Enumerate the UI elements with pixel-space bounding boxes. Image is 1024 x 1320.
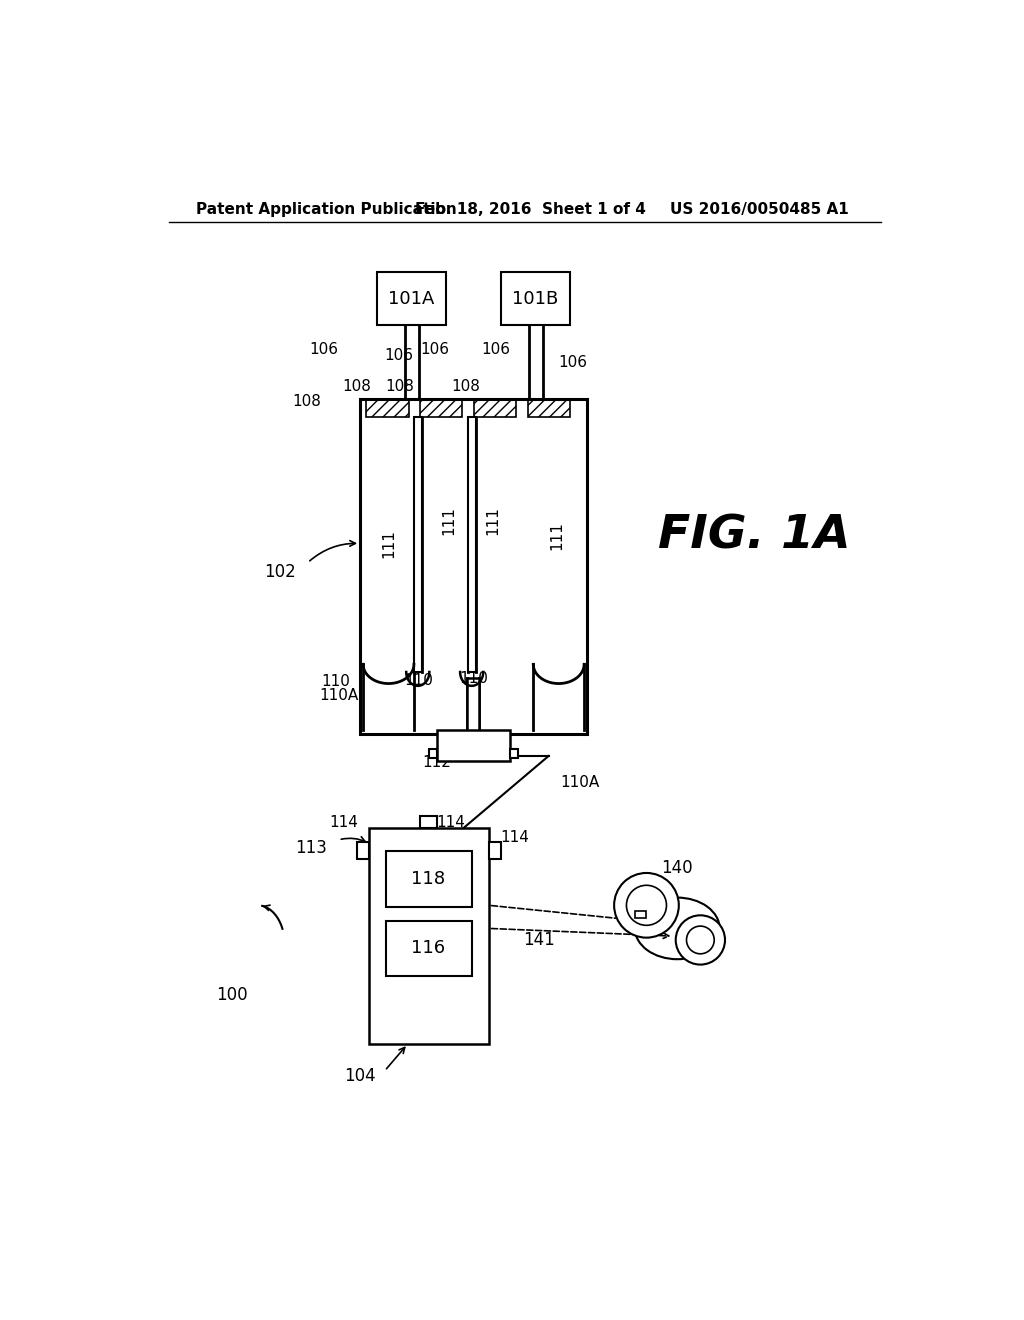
Bar bbox=[360, 399, 587, 734]
Text: Feb. 18, 2016  Sheet 1 of 4: Feb. 18, 2016 Sheet 1 of 4 bbox=[416, 202, 646, 218]
Text: 101A: 101A bbox=[388, 289, 435, 308]
Text: 110A: 110A bbox=[560, 775, 599, 791]
Text: 118: 118 bbox=[412, 870, 445, 888]
Text: 113: 113 bbox=[295, 838, 327, 857]
Text: FIG. 1A: FIG. 1A bbox=[658, 513, 851, 558]
Bar bbox=[420, 399, 463, 417]
Text: 104: 104 bbox=[344, 1068, 376, 1085]
Circle shape bbox=[627, 886, 667, 925]
Circle shape bbox=[614, 873, 679, 937]
Bar bbox=[429, 748, 437, 758]
Text: 101B: 101B bbox=[512, 289, 559, 308]
Text: Patent Application Publication: Patent Application Publication bbox=[196, 202, 457, 218]
Bar bbox=[510, 748, 518, 758]
Text: 111: 111 bbox=[382, 529, 396, 558]
Bar bbox=[414, 417, 422, 672]
Ellipse shape bbox=[635, 898, 720, 960]
Bar bbox=[357, 842, 370, 859]
Bar bbox=[386, 851, 472, 907]
Text: 114: 114 bbox=[436, 814, 465, 830]
Text: 106: 106 bbox=[420, 342, 450, 356]
Text: 110: 110 bbox=[404, 673, 433, 688]
Text: 112: 112 bbox=[423, 755, 452, 771]
Text: 108: 108 bbox=[293, 395, 322, 409]
Bar bbox=[437, 730, 510, 760]
Text: 102: 102 bbox=[264, 562, 296, 581]
Text: 116: 116 bbox=[412, 940, 445, 957]
Bar bbox=[468, 417, 475, 672]
Text: 108: 108 bbox=[343, 379, 372, 393]
Circle shape bbox=[676, 915, 725, 965]
Text: 110: 110 bbox=[322, 675, 350, 689]
Text: 111: 111 bbox=[549, 521, 564, 550]
Text: 108: 108 bbox=[452, 379, 480, 393]
Bar bbox=[367, 399, 409, 417]
Text: US 2016/0050485 A1: US 2016/0050485 A1 bbox=[670, 202, 848, 218]
Circle shape bbox=[686, 927, 714, 954]
Text: 110: 110 bbox=[460, 671, 488, 685]
Text: 111: 111 bbox=[441, 506, 456, 535]
Bar bbox=[386, 921, 472, 977]
Text: 108: 108 bbox=[385, 379, 414, 393]
Text: 140: 140 bbox=[662, 859, 693, 878]
Text: 106: 106 bbox=[385, 348, 414, 363]
Text: 106: 106 bbox=[558, 355, 587, 370]
Text: 106: 106 bbox=[309, 342, 339, 356]
Bar bbox=[420, 816, 437, 829]
Text: 110A: 110A bbox=[319, 688, 358, 702]
Text: 114: 114 bbox=[500, 830, 529, 845]
Bar bbox=[370, 829, 488, 1044]
Bar bbox=[467, 678, 479, 734]
Bar bbox=[528, 399, 570, 417]
Bar bbox=[377, 272, 446, 325]
Text: 111: 111 bbox=[485, 506, 500, 535]
Text: 141: 141 bbox=[523, 931, 555, 949]
Text: 106: 106 bbox=[481, 342, 510, 356]
Bar bbox=[501, 272, 570, 325]
Text: 100: 100 bbox=[216, 986, 248, 1005]
Bar bbox=[635, 911, 646, 919]
Text: 114: 114 bbox=[329, 814, 357, 830]
Bar bbox=[474, 399, 516, 417]
Bar bbox=[488, 842, 501, 859]
